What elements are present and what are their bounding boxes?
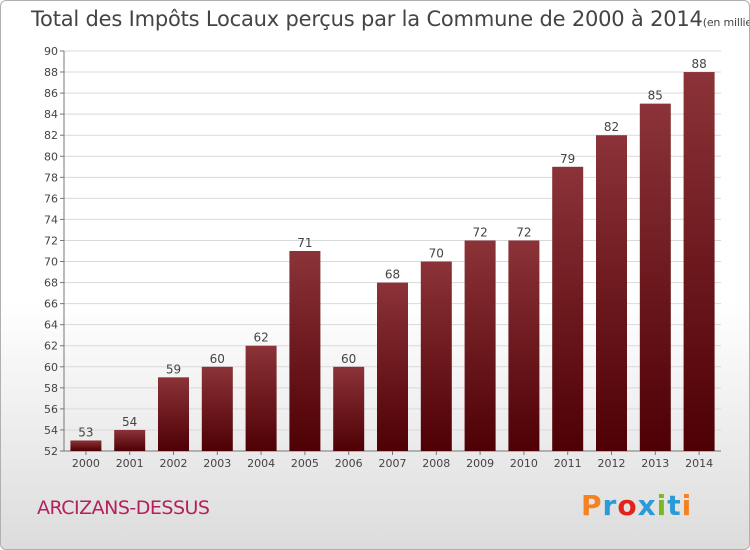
x-tick-label: 2001 bbox=[116, 457, 144, 470]
y-tick-label: 56 bbox=[44, 403, 58, 416]
proxiti-logo: Proxiti bbox=[581, 489, 692, 522]
commune-name: ARCIZANS-DESSUS bbox=[37, 497, 210, 519]
data-label: 62 bbox=[253, 331, 268, 345]
bar-2008 bbox=[420, 261, 452, 451]
data-label: 72 bbox=[472, 225, 487, 239]
chart-title: Total des Impôts Locaux perçus par la Co… bbox=[31, 7, 749, 31]
logo-letter: i bbox=[656, 489, 668, 522]
bar-2004 bbox=[245, 345, 277, 451]
y-tick-label: 78 bbox=[44, 171, 58, 184]
x-tick-label: 2005 bbox=[291, 457, 319, 470]
x-tick-label: 2002 bbox=[160, 457, 188, 470]
y-tick-label: 68 bbox=[44, 277, 58, 290]
data-label: 59 bbox=[166, 362, 181, 376]
bar-2003 bbox=[201, 366, 233, 451]
x-tick-label: 2007 bbox=[379, 457, 407, 470]
data-label: 82 bbox=[604, 120, 619, 134]
x-tick-label: 2011 bbox=[554, 457, 582, 470]
y-tick-label: 66 bbox=[44, 298, 58, 311]
x-tick-label: 2010 bbox=[510, 457, 538, 470]
bar-2011 bbox=[552, 166, 584, 451]
x-tick-label: 2013 bbox=[641, 457, 669, 470]
bar-2014 bbox=[683, 72, 715, 451]
x-tick-label: 2008 bbox=[422, 457, 450, 470]
bar-2005 bbox=[289, 251, 321, 451]
bar-2013 bbox=[639, 103, 671, 451]
y-tick-label: 80 bbox=[44, 150, 58, 163]
data-label: 54 bbox=[122, 415, 137, 429]
y-tick-label: 84 bbox=[44, 108, 58, 121]
bar-2007 bbox=[377, 282, 408, 451]
data-label: 53 bbox=[78, 425, 93, 439]
y-tick-label: 72 bbox=[44, 234, 58, 247]
logo-letter: o bbox=[617, 489, 638, 522]
bar-2002 bbox=[158, 377, 189, 451]
y-tick-label: 58 bbox=[44, 382, 58, 395]
x-tick-label: 2004 bbox=[247, 457, 275, 470]
logo-letter: r bbox=[602, 489, 618, 522]
chart-unit: (en milliers d'€) bbox=[702, 16, 749, 29]
y-tick-label: 88 bbox=[44, 66, 58, 79]
data-label: 79 bbox=[560, 152, 575, 166]
data-label: 71 bbox=[297, 236, 312, 250]
data-label: 72 bbox=[516, 225, 531, 239]
bar-2012 bbox=[596, 135, 627, 452]
y-tick-label: 62 bbox=[44, 340, 58, 353]
y-tick-label: 82 bbox=[44, 129, 58, 142]
y-tick-label: 54 bbox=[44, 424, 58, 437]
y-tick-label: 64 bbox=[44, 319, 58, 332]
bar-2009 bbox=[464, 240, 496, 451]
y-tick-label: 86 bbox=[44, 87, 58, 100]
bar-2006 bbox=[333, 366, 365, 451]
logo-letter: P bbox=[581, 489, 603, 522]
x-tick-label: 2000 bbox=[72, 457, 100, 470]
x-tick-label: 2006 bbox=[335, 457, 363, 470]
data-label: 70 bbox=[429, 247, 444, 261]
logo-letter: x bbox=[637, 489, 657, 522]
logo-letter: t bbox=[667, 489, 682, 522]
y-tick-label: 74 bbox=[44, 213, 58, 226]
logo-letter: i bbox=[681, 489, 693, 522]
bar-2010 bbox=[508, 240, 540, 451]
x-tick-label: 2012 bbox=[598, 457, 626, 470]
chart-title-text: Total des Impôts Locaux perçus par la Co… bbox=[31, 7, 703, 31]
bar-2001 bbox=[114, 429, 146, 451]
x-tick-label: 2009 bbox=[466, 457, 494, 470]
y-tick-label: 60 bbox=[44, 361, 58, 374]
data-label: 68 bbox=[385, 268, 400, 282]
data-label: 60 bbox=[341, 352, 356, 366]
bar-2000 bbox=[70, 440, 102, 451]
data-label: 60 bbox=[210, 352, 225, 366]
y-tick-label: 70 bbox=[44, 256, 58, 269]
x-tick-label: 2014 bbox=[685, 457, 713, 470]
x-tick-label: 2003 bbox=[203, 457, 231, 470]
y-tick-label: 76 bbox=[44, 192, 58, 205]
y-tick-label: 90 bbox=[44, 45, 58, 58]
y-tick-label: 52 bbox=[44, 445, 58, 458]
data-label: 88 bbox=[691, 57, 706, 71]
data-label: 85 bbox=[648, 89, 663, 103]
